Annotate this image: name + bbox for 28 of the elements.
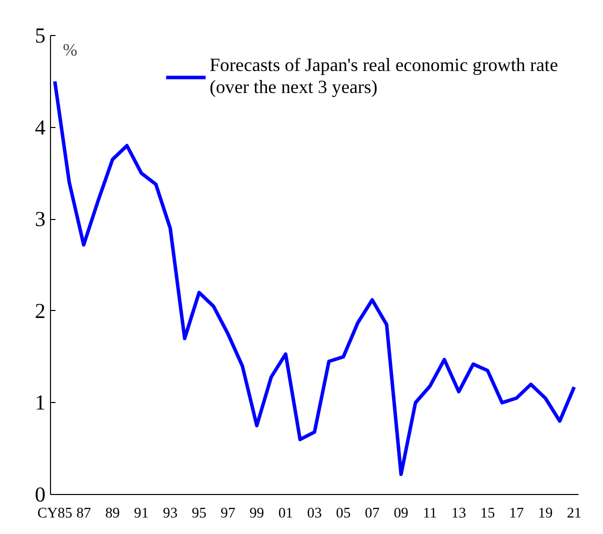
x-tick-label: 05 [336, 506, 351, 522]
x-tick-label: 15 [480, 506, 495, 522]
x-tick-label: 93 [162, 506, 178, 522]
x-tick-label: 87 [76, 506, 92, 522]
line-series [53, 80, 576, 476]
x-tick-label: CY85 [37, 506, 72, 522]
x-tick-label: 11 [422, 506, 437, 522]
x-tick-label: 13 [451, 506, 466, 522]
x-tick-label: 17 [509, 506, 524, 522]
x-tick-label: 99 [249, 506, 264, 522]
y-tick-label: 1 [34, 390, 46, 415]
x-tick-label: 95 [192, 506, 206, 522]
legend-label: Forecasts of Japan's real economic growth rate (over the next 3 years) [210, 55, 558, 99]
x-tick-label: 03 [307, 506, 322, 522]
x-tick-label: 21 [566, 506, 582, 522]
y-tick-label: 3 [34, 207, 46, 232]
y-tick-label: 0 [34, 482, 46, 506]
x-tick-label: 91 [134, 506, 149, 522]
y-tick-label: 5 [34, 24, 46, 48]
x-tick-label: 97 [220, 506, 236, 522]
x-tick-label: 09 [394, 506, 408, 522]
x-tick-label: 07 [364, 506, 380, 522]
x-tick-label: 01 [278, 506, 293, 522]
y-tick-label: 4 [34, 115, 46, 140]
y-tick-label: 2 [34, 298, 46, 323]
x-tick-label: 19 [538, 506, 553, 522]
y-axis-title: % [62, 40, 78, 60]
x-tick-label: 89 [105, 506, 120, 522]
